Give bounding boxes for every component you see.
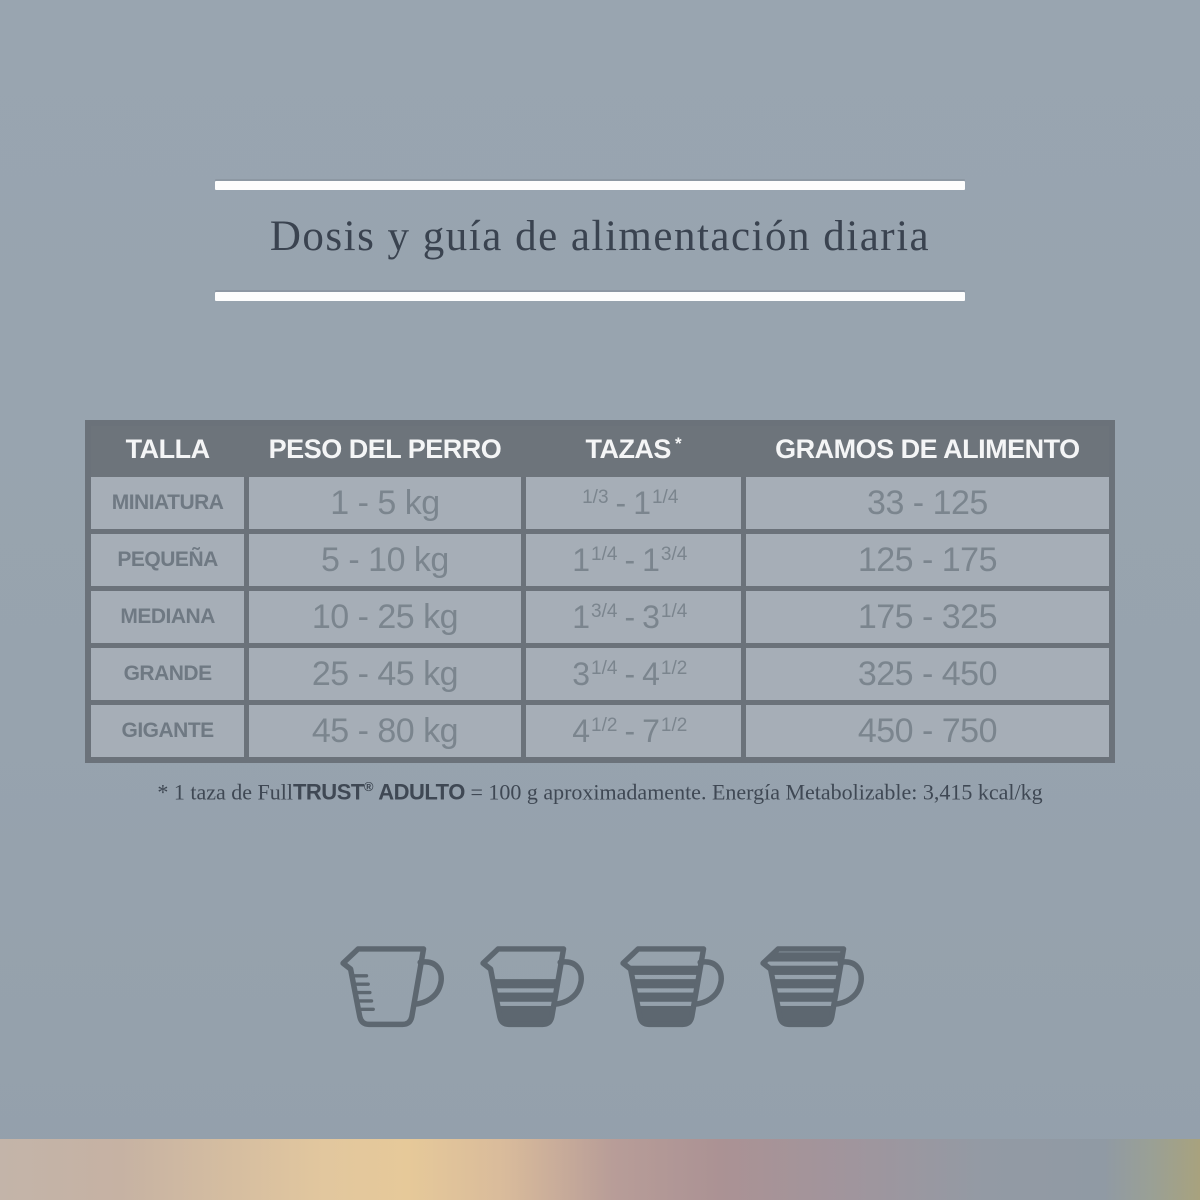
weight-range: 25 - 45 kg [244, 643, 526, 705]
cups-from-int: 1 [572, 541, 591, 578]
weight-range: 10 - 25 kg [244, 586, 526, 648]
size-label: MINIATURA [85, 472, 250, 534]
weight-range: 1 - 5 kg [244, 472, 526, 534]
cups-from-frac: 1/2 [591, 714, 618, 736]
cups-from-frac: 1/3 [582, 486, 609, 508]
cups-to-frac: 1/2 [660, 714, 688, 736]
grams-range: 325 - 450 [740, 643, 1115, 705]
cups-to-frac: 1/4 [651, 486, 679, 508]
column-header-tazas: TAZAS * [520, 420, 746, 477]
size-label: MEDIANA [85, 586, 250, 648]
cups-from-frac: 1/4 [591, 543, 618, 565]
cups-to-frac: 3/4 [660, 543, 688, 565]
cups-range: 31/4-41/2 [520, 643, 746, 705]
cups-to-int: 4 [642, 655, 660, 692]
product-name: ADULTO [373, 779, 471, 805]
page-title: Dosis y guía de alimentación diaria [269, 213, 931, 260]
table-row-gigante: GIGANTE 45 - 80 kg 41/2-71/2 450 - 750 [85, 700, 1115, 763]
cups-range: 11/4-13/4 [520, 529, 746, 591]
cups-to-int: 1 [633, 484, 651, 521]
divider-bottom [215, 292, 965, 301]
cups-from-frac: 1/4 [591, 657, 618, 679]
size-label: GIGANTE [85, 700, 250, 763]
grams-range: 450 - 750 [740, 700, 1115, 763]
footnote-suffix: = 100 g aproximadamente. Energía Metabol… [470, 779, 1043, 805]
weight-range: 45 - 80 kg [244, 700, 526, 763]
measuring-cup-icon-three-quarter [620, 946, 724, 1028]
cups-to-frac: 1/4 [660, 600, 688, 622]
table-row-grande: GRANDE 25 - 45 kg 31/4-41/2 325 - 450 [85, 643, 1115, 705]
cups-to-int: 1 [642, 541, 660, 578]
feeding-table-header: TALLA PESO DEL PERRO TAZAS * GRAMOS DE AL… [85, 420, 1115, 477]
grams-range: 175 - 325 [740, 586, 1115, 648]
cups-from-int: 3 [572, 655, 591, 692]
measuring-cup-icon-empty [340, 946, 444, 1028]
cups-range: 1/3-11/4 [520, 472, 746, 534]
weight-range: 5 - 10 kg [244, 529, 526, 591]
range-dash: - [624, 541, 636, 578]
registered-mark: ® [363, 779, 374, 794]
column-header-peso: PESO DEL PERRO [244, 420, 526, 477]
tazas-asterisk: * [674, 433, 682, 453]
column-header-gramos: GRAMOS DE ALIMENTO [740, 420, 1115, 477]
cups-range: 13/4-31/4 [520, 586, 746, 648]
cups-from-int: 4 [572, 712, 591, 749]
range-dash: - [624, 712, 636, 749]
feeding-table: TALLA PESO DEL PERRO TAZAS * GRAMOS DE AL… [85, 420, 1115, 763]
cups-from-int: 1 [572, 598, 591, 635]
feeding-table-body: MINIATURA 1 - 5 kg 1/3-11/4 33 - 125 PEQ… [85, 472, 1115, 763]
header-row: TALLA PESO DEL PERRO TAZAS * GRAMOS DE AL… [85, 420, 1115, 477]
brand-name-bold: TRUST [292, 779, 364, 805]
column-header-talla: TALLA [85, 420, 250, 477]
brand-name-serif: Full [257, 779, 293, 805]
table-row-mediana: MEDIANA 10 - 25 kg 13/4-31/4 175 - 325 [85, 586, 1115, 648]
bottom-gradient-strip [0, 1139, 1200, 1200]
range-dash: - [624, 655, 636, 692]
measuring-cup-icon-half [480, 946, 584, 1028]
cups-to-int: 3 [642, 598, 660, 635]
grams-range: 33 - 125 [740, 472, 1115, 534]
footnote: * 1 taza de FullTRUST® ADULTO = 100 g ap… [0, 779, 1200, 805]
range-dash: - [624, 598, 636, 635]
column-header-tazas-label: TAZAS [585, 433, 671, 464]
range-dash: - [615, 484, 627, 521]
size-label: GRANDE [85, 643, 250, 705]
cups-range: 41/2-71/2 [520, 700, 746, 763]
cups-from-frac: 3/4 [591, 600, 618, 622]
measuring-cup-icon-full [760, 946, 864, 1028]
table-row-miniatura: MINIATURA 1 - 5 kg 1/3-11/4 33 - 125 [85, 472, 1115, 534]
table-row-pequena: PEQUEÑA 5 - 10 kg 11/4-13/4 125 - 175 [85, 529, 1115, 591]
grams-range: 125 - 175 [740, 529, 1115, 591]
divider-top [215, 181, 965, 190]
cups-to-int: 7 [642, 712, 660, 749]
footnote-prefix: * 1 taza de [157, 779, 258, 805]
size-label: PEQUEÑA [85, 529, 250, 591]
cups-to-frac: 1/2 [660, 657, 688, 679]
measuring-cups-row [0, 942, 1200, 1033]
